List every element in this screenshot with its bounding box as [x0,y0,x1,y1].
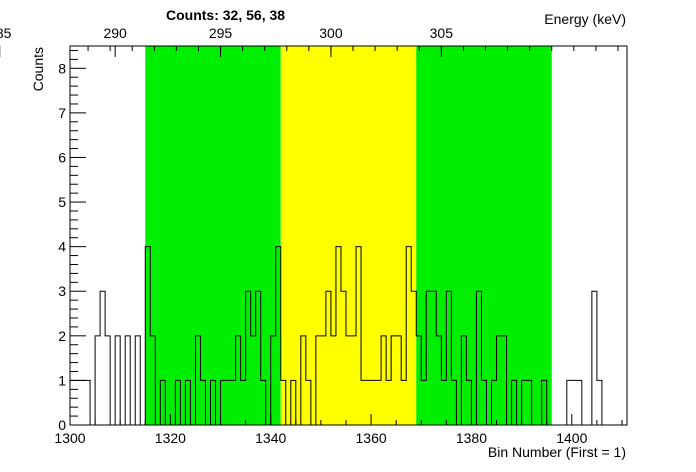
plot-border [69,45,628,426]
energy-tick-label: 295 [209,25,233,41]
energy-tick-label: 290 [103,25,127,41]
y-tick-label: 1 [58,372,66,388]
chart-title: Counts: 32, 56, 38 [166,7,285,23]
count-regions [145,46,552,425]
x-tick-label: 1340 [255,430,286,446]
energy-tick-label: 300 [319,25,343,41]
y-tick-label: 3 [58,283,66,299]
y-tick-label: 6 [58,149,66,165]
region-2 [416,46,552,425]
x-tick-label: 1300 [54,430,85,446]
y-tick-label: 8 [58,60,66,76]
axis-ticks [0,46,623,426]
x-tick-label: 1400 [556,430,587,446]
energy-tick-label: 305 [430,25,454,41]
tick-labels: 1300 1320 1340 1360 1380 1400 0 1 2 3 4 5 6 7 8 285 290 2… [0,25,588,446]
x-axis-label: Bin Number (First = 1) [488,444,626,460]
y-tick-label: 2 [58,328,66,344]
top-axis-label: Energy (keV) [544,11,626,27]
y-axis-label: Counts [30,47,46,91]
region-1 [280,46,417,425]
region-0 [145,46,281,425]
x-tick-label: 1380 [456,430,487,446]
y-tick-label: 7 [58,105,66,121]
x-tick-label: 1320 [155,430,186,446]
x-tick-label: 1360 [356,430,387,446]
y-tick-label: 0 [58,417,66,433]
energy-tick-label: 285 [0,25,12,41]
plot-frame [69,45,628,426]
y-tick-label: 5 [58,194,66,210]
y-tick-label: 4 [58,239,66,255]
